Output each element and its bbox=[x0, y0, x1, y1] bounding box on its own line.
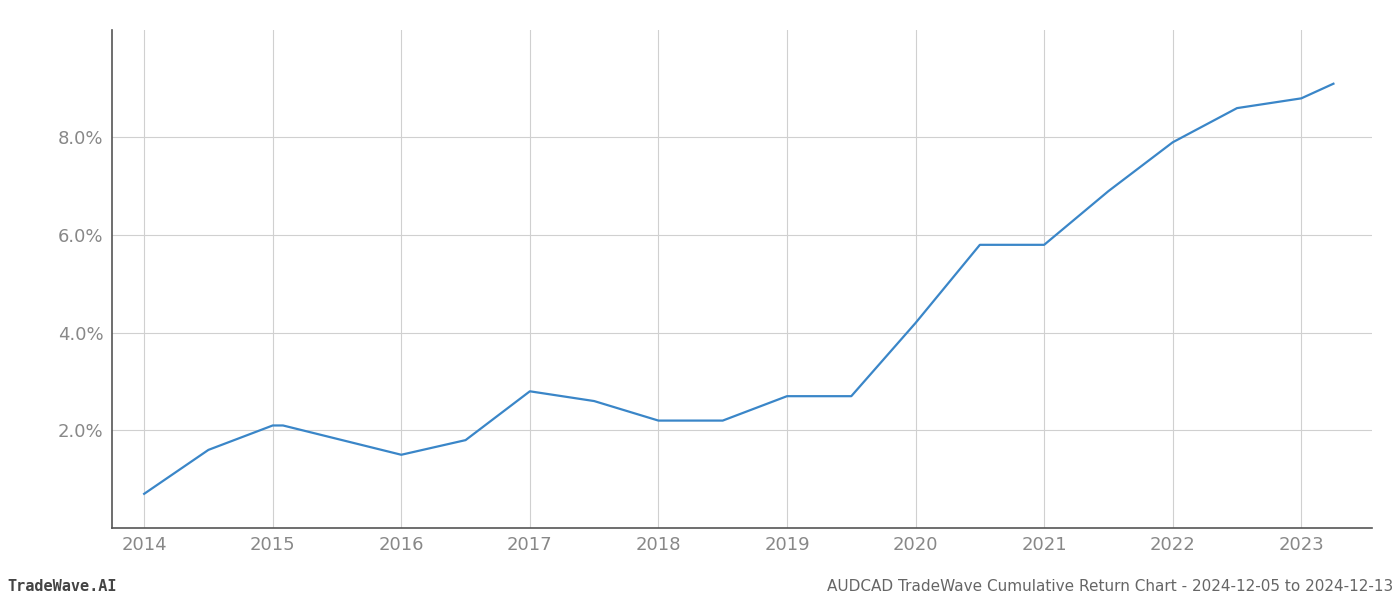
Text: AUDCAD TradeWave Cumulative Return Chart - 2024-12-05 to 2024-12-13: AUDCAD TradeWave Cumulative Return Chart… bbox=[827, 579, 1393, 594]
Text: TradeWave.AI: TradeWave.AI bbox=[7, 579, 116, 594]
